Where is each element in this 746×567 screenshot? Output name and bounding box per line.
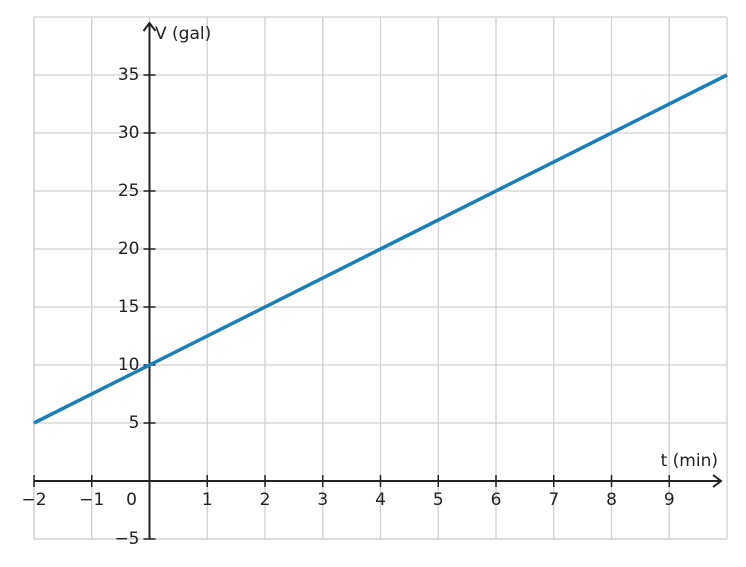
x-tick-label: 9 xyxy=(664,490,675,510)
y-tick-label: 20 xyxy=(118,239,140,259)
x-axis-arrow xyxy=(712,474,723,488)
x-axis-label: t (min) xyxy=(661,451,718,471)
x-tick-label: −2 xyxy=(21,490,46,510)
y-tick-label: 30 xyxy=(118,123,140,143)
x-tick-label: −1 xyxy=(79,490,104,510)
y-tick-label: 25 xyxy=(118,181,140,201)
x-tick-label: 4 xyxy=(375,490,386,510)
y-tick-label: −5 xyxy=(114,529,139,549)
x-tick-label: 3 xyxy=(317,490,328,510)
y-tick-label: 35 xyxy=(118,65,140,85)
x-tick-label: 1 xyxy=(202,490,213,510)
y-axis-label: V (gal) xyxy=(155,24,211,44)
y-tick-label: 15 xyxy=(118,297,140,317)
x-tick-label: 5 xyxy=(433,490,444,510)
x-tick-label: 2 xyxy=(260,490,271,510)
x-tick-label: 6 xyxy=(491,490,502,510)
x-tick-label: 0 xyxy=(126,490,137,510)
data-line xyxy=(33,73,728,425)
y-tick-label: 5 xyxy=(129,413,140,433)
x-tick-label: 8 xyxy=(606,490,617,510)
x-tick-label: 7 xyxy=(548,490,559,510)
y-tick-label: 10 xyxy=(118,355,140,375)
y-axis-arrow xyxy=(142,21,157,32)
